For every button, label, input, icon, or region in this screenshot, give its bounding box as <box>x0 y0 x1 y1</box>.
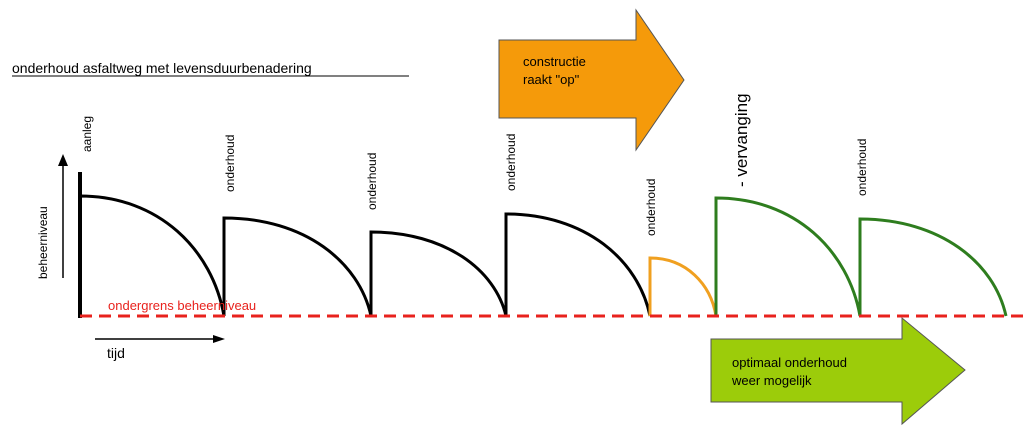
degradation-curves <box>78 194 1008 317</box>
diagram-title: onderhoud asfaltweg met levensduurbenade… <box>12 60 312 76</box>
x-axis-arrowhead <box>213 335 225 343</box>
curve-onderhoud-4 <box>648 256 718 317</box>
optimaal-label-line1: optimaal onderhoud <box>732 355 847 370</box>
constructie-label-line2: raakt "op" <box>523 72 580 87</box>
optimaal-arrow-shape <box>710 316 966 426</box>
curve-onderhoud-2 <box>369 230 508 317</box>
aanleg-label: aanleg <box>80 116 94 152</box>
curve-aanleg <box>78 194 226 317</box>
onderhoud-label-4: onderhoud <box>644 179 658 236</box>
y-axis-label: beheerniveau <box>36 206 50 279</box>
onderhoud-label-5: onderhoud <box>855 139 869 196</box>
constructie-label-line1: constructie <box>523 54 586 69</box>
curve-onderhoud-3 <box>504 212 652 317</box>
onderhoud-label-1: onderhoud <box>223 135 237 192</box>
onderhoud-label-2: onderhoud <box>365 153 379 210</box>
vervanging-label: - vervanging <box>732 93 751 187</box>
onderhoud-label-3: onderhoud <box>504 134 518 191</box>
axes: beheerniveau tijd <box>36 154 225 361</box>
constructie-arrow-shape <box>498 8 685 152</box>
optimaal-label-line2: weer mogelijk <box>731 373 812 388</box>
curve-vervanging <box>714 196 862 317</box>
threshold-label: ondergrens beheerniveau <box>108 298 256 313</box>
curve-onderhoud-1 <box>222 216 373 317</box>
optimaal-arrow: optimaal onderhoud weer mogelijk <box>710 316 966 426</box>
y-axis-arrowhead <box>58 154 68 166</box>
curve-onderhoud-5 <box>858 217 1008 317</box>
x-axis-label: tijd <box>107 345 125 361</box>
constructie-arrow: constructie raakt "op" <box>498 8 685 152</box>
